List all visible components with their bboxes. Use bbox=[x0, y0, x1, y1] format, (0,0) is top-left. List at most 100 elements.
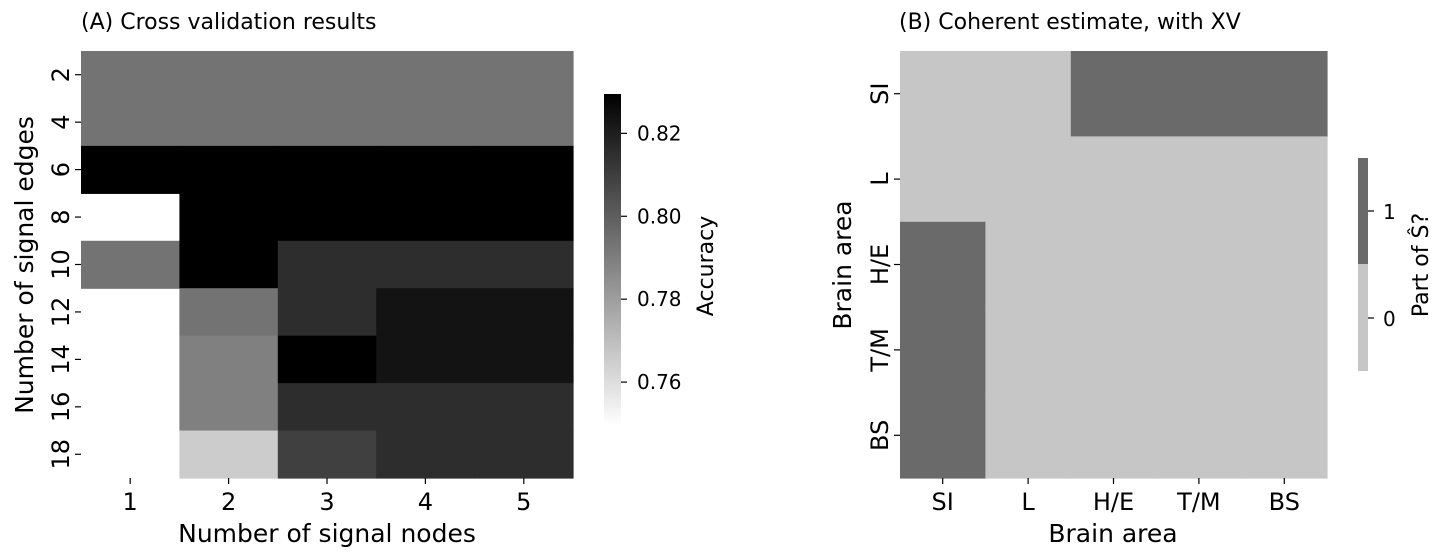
heatmap-cell bbox=[81, 51, 180, 100]
y-tick-label: 6 bbox=[47, 162, 75, 177]
heatmap-cell bbox=[376, 383, 476, 432]
panel-b: (B) Coherent estimate, with XV SI L H/E T/M… bbox=[828, 10, 1434, 548]
heatmap-cell bbox=[1241, 51, 1328, 137]
heatmap-cell bbox=[900, 51, 986, 137]
panel-a-y-axis-label: Number of signal edges bbox=[10, 116, 39, 414]
heatmap-cell bbox=[985, 136, 1072, 223]
heatmap-cell bbox=[1070, 51, 1157, 137]
heatmap-cell bbox=[81, 98, 180, 147]
heatmap-cell bbox=[474, 383, 574, 432]
colorbar-tick-label: 0.80 bbox=[637, 204, 682, 228]
heatmap-cell bbox=[376, 335, 476, 384]
panel-a-x-ticks: 1 2 3 4 5 bbox=[123, 478, 531, 516]
y-tick-label: 2 bbox=[47, 67, 75, 82]
heatmap-cell bbox=[277, 240, 377, 289]
y-tick-label: 12 bbox=[47, 297, 75, 328]
heatmap-cell bbox=[277, 383, 377, 432]
heatmap-cell bbox=[179, 430, 279, 479]
heatmap-cell bbox=[277, 335, 377, 384]
panel-b-title: (B) Coherent estimate, with XV bbox=[899, 10, 1241, 35]
panel-a-x-axis-label: Number of signal nodes bbox=[178, 519, 476, 548]
heatmap-cell bbox=[1156, 51, 1243, 137]
panel-a-y-ticks: 2 4 6 8 10 12 14 16 18 bbox=[47, 67, 81, 470]
heatmap-cell bbox=[179, 51, 279, 100]
panel-a-heatmap bbox=[81, 51, 574, 479]
heatmap-cell bbox=[179, 193, 279, 242]
heatmap-cell bbox=[376, 51, 476, 100]
heatmap-cell bbox=[985, 307, 1072, 394]
panel-b-x-axis-label: Brain area bbox=[1048, 519, 1177, 548]
panel-b-colorbar-segment-1 bbox=[1358, 158, 1368, 264]
y-tick-label: 18 bbox=[47, 439, 75, 470]
heatmap-cell bbox=[376, 288, 476, 337]
heatmap-cell bbox=[376, 193, 476, 242]
x-tick-label: 1 bbox=[123, 488, 138, 516]
x-tick-label: SI bbox=[932, 488, 954, 516]
y-tick-label: 10 bbox=[47, 249, 75, 280]
heatmap-cell bbox=[900, 136, 986, 223]
heatmap-cell bbox=[474, 51, 574, 100]
y-tick-label: 4 bbox=[47, 115, 75, 130]
heatmap-cell bbox=[900, 392, 986, 479]
heatmap-cell bbox=[376, 240, 476, 289]
panel-b-y-axis-label: Brain area bbox=[828, 200, 857, 329]
heatmap-cell bbox=[474, 145, 574, 194]
heatmap-cell bbox=[277, 51, 377, 100]
y-tick-label: T/M bbox=[866, 328, 894, 372]
heatmap-cell bbox=[81, 145, 180, 194]
x-tick-label: H/E bbox=[1093, 488, 1134, 516]
heatmap-cell bbox=[985, 51, 1072, 137]
heatmap-cell bbox=[179, 383, 279, 432]
panel-b-heatmap bbox=[900, 51, 1328, 479]
heatmap-cell bbox=[474, 335, 574, 384]
heatmap-cell bbox=[900, 221, 986, 308]
x-tick-label: 4 bbox=[418, 488, 433, 516]
heatmap-cell bbox=[376, 98, 476, 147]
panel-b-x-ticks: SI L H/E T/M BS bbox=[932, 478, 1300, 516]
heatmap-cell bbox=[1156, 221, 1243, 308]
heatmap-cell bbox=[474, 430, 574, 479]
heatmap-cell bbox=[81, 240, 180, 289]
heatmap-cell bbox=[1156, 392, 1243, 479]
panel-b-y-ticks: SI L H/E T/M BS bbox=[866, 83, 900, 451]
heatmap-cell bbox=[474, 193, 574, 242]
x-tick-label: 3 bbox=[319, 488, 334, 516]
y-tick-label: 14 bbox=[47, 344, 75, 375]
x-tick-label: BS bbox=[1269, 488, 1300, 516]
panel-a-title: (A) Cross validation results bbox=[81, 10, 377, 35]
y-tick-label: BS bbox=[866, 420, 894, 451]
x-tick-label: T/M bbox=[1176, 488, 1220, 516]
colorbar-tick-label: 1 bbox=[1383, 200, 1396, 224]
heatmap-cell bbox=[1241, 221, 1328, 308]
heatmap-cell bbox=[1070, 307, 1157, 394]
x-tick-label: L bbox=[1021, 488, 1035, 516]
heatmap-cell bbox=[1156, 307, 1243, 394]
panel-b-colorbar-ticks: 01 bbox=[1368, 200, 1396, 331]
heatmap-cell bbox=[277, 98, 377, 147]
colorbar-tick-label: 0.76 bbox=[637, 370, 682, 394]
y-tick-label: L bbox=[866, 172, 894, 186]
heatmap-cell bbox=[985, 392, 1072, 479]
panel-a-colorbar-label: Accuracy bbox=[694, 216, 719, 316]
heatmap-cell bbox=[179, 98, 279, 147]
colorbar-tick-label: 0.82 bbox=[637, 121, 682, 145]
panel-a-colorbar bbox=[604, 94, 621, 426]
heatmap-cell bbox=[277, 145, 377, 194]
heatmap-cell bbox=[179, 145, 279, 194]
y-tick-label: 8 bbox=[47, 209, 75, 224]
heatmap-cell bbox=[179, 335, 279, 384]
heatmap-cell bbox=[1241, 307, 1328, 394]
heatmap-cell bbox=[1241, 392, 1328, 479]
heatmap-cell bbox=[1070, 136, 1157, 223]
heatmap-cell bbox=[277, 430, 377, 479]
x-tick-label: 5 bbox=[516, 488, 531, 516]
x-tick-label: 2 bbox=[221, 488, 236, 516]
y-tick-label: 16 bbox=[47, 392, 75, 423]
heatmap-cell bbox=[1241, 136, 1328, 223]
heatmap-cell bbox=[179, 288, 279, 337]
heatmap-cell bbox=[1070, 221, 1157, 308]
panel-b-colorbar-label: Part of Ŝ? bbox=[1408, 213, 1434, 317]
heatmap-cell bbox=[474, 288, 574, 337]
